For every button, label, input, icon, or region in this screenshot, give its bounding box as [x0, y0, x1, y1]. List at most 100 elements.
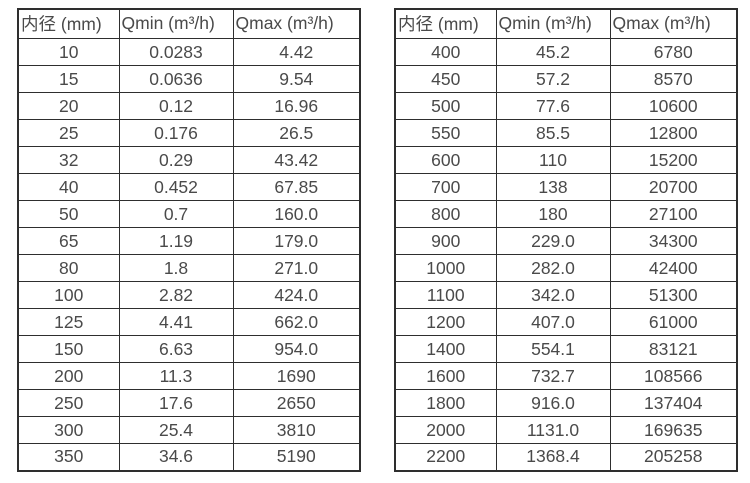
table-row: 300 25.4 3810 — [17, 416, 361, 444]
cell-diameter: 450 — [394, 65, 497, 93]
cell-qmin: 57.2 — [495, 65, 611, 93]
cell-diameter: 32 — [17, 146, 120, 174]
cell-qmin: 110 — [495, 146, 611, 174]
flow-table-large-diameters: 内径 (mm) Qmin (m³/h) Qmax (m³/h) 400 45.2 678… — [394, 8, 738, 472]
table-row: 400 45.2 6780 — [394, 38, 738, 66]
cell-qmin: 17.6 — [118, 389, 234, 417]
flow-table-small-diameters: 内径 (mm) Qmin (m³/h) Qmax (m³/h) 10 0.0283 4.… — [17, 8, 361, 472]
cell-qmax: 15200 — [609, 146, 738, 174]
table-row: 1400 554.1 83121 — [394, 335, 738, 363]
table-row: 350 34.6 5190 — [17, 443, 361, 471]
table-row: 15 0.0636 9.54 — [17, 65, 361, 93]
cell-qmin: 1.8 — [118, 254, 234, 282]
header-diameter: 内径 (mm) — [17, 8, 120, 39]
table-row: 32 0.29 43.42 — [17, 146, 361, 174]
table-row: 450 57.2 8570 — [394, 65, 738, 93]
table-row: 550 85.5 12800 — [394, 119, 738, 147]
cell-qmax: 16.96 — [232, 92, 361, 120]
table-row: 250 17.6 2650 — [17, 389, 361, 417]
table-row: 125 4.41 662.0 — [17, 308, 361, 336]
cell-qmin: 0.452 — [118, 173, 234, 201]
cell-qmin: 1.19 — [118, 227, 234, 255]
cell-qmin: 342.0 — [495, 281, 611, 309]
table-row: 2000 1131.0 169635 — [394, 416, 738, 444]
cell-qmax: 4.42 — [232, 38, 361, 66]
cell-qmax: 20700 — [609, 173, 738, 201]
table-row: 1100 342.0 51300 — [394, 281, 738, 309]
cell-diameter: 1600 — [394, 362, 497, 390]
cell-qmax: 424.0 — [232, 281, 361, 309]
table-row: 20 0.12 16.96 — [17, 92, 361, 120]
table-row: 150 6.63 954.0 — [17, 335, 361, 363]
cell-diameter: 1000 — [394, 254, 497, 282]
header-diameter: 内径 (mm) — [394, 8, 497, 39]
cell-diameter: 125 — [17, 308, 120, 336]
cell-diameter: 1800 — [394, 389, 497, 417]
cell-diameter: 350 — [17, 443, 120, 471]
table-row: 1200 407.0 61000 — [394, 308, 738, 336]
table-header-row: 内径 (mm) Qmin (m³/h) Qmax (m³/h) — [17, 8, 361, 39]
cell-qmax: 5190 — [232, 443, 361, 471]
cell-qmin: 0.29 — [118, 146, 234, 174]
cell-qmax: 27100 — [609, 200, 738, 228]
cell-diameter: 15 — [17, 65, 120, 93]
cell-qmin: 25.4 — [118, 416, 234, 444]
cell-qmax: 61000 — [609, 308, 738, 336]
table-body: 400 45.2 6780 450 57.2 8570 500 77.6 10600 550 85.… — [394, 38, 738, 471]
header-qmax: Qmax (m³/h) — [232, 8, 361, 39]
cell-qmax: 12800 — [609, 119, 738, 147]
cell-diameter: 2200 — [394, 443, 497, 471]
cell-qmax: 9.54 — [232, 65, 361, 93]
table-body: 10 0.0283 4.42 15 0.0636 9.54 20 0.12 16.96 25 0.1… — [17, 38, 361, 471]
cell-qmax: 108566 — [609, 362, 738, 390]
cell-diameter: 25 — [17, 119, 120, 147]
header-row: 内径 (mm) Qmin (m³/h) Qmax (m³/h) — [394, 8, 738, 39]
cell-diameter: 1100 — [394, 281, 497, 309]
cell-diameter: 250 — [17, 389, 120, 417]
table-row: 40 0.452 67.85 — [17, 173, 361, 201]
cell-diameter: 1400 — [394, 335, 497, 363]
cell-qmin: 229.0 — [495, 227, 611, 255]
cell-qmax: 954.0 — [232, 335, 361, 363]
cell-diameter: 80 — [17, 254, 120, 282]
cell-qmin: 1131.0 — [495, 416, 611, 444]
cell-qmin: 85.5 — [495, 119, 611, 147]
cell-qmin: 0.0283 — [118, 38, 234, 66]
table-row: 25 0.176 26.5 — [17, 119, 361, 147]
cell-qmax: 2650 — [232, 389, 361, 417]
cell-qmin: 0.0636 — [118, 65, 234, 93]
cell-qmax: 43.42 — [232, 146, 361, 174]
table-header-row: 内径 (mm) Qmin (m³/h) Qmax (m³/h) — [394, 8, 738, 39]
table-row: 1600 732.7 108566 — [394, 362, 738, 390]
cell-diameter: 150 — [17, 335, 120, 363]
cell-qmin: 1368.4 — [495, 443, 611, 471]
cell-diameter: 600 — [394, 146, 497, 174]
cell-qmax: 169635 — [609, 416, 738, 444]
cell-qmax: 10600 — [609, 92, 738, 120]
cell-qmin: 77.6 — [495, 92, 611, 120]
table-row: 800 180 27100 — [394, 200, 738, 228]
cell-diameter: 500 — [394, 92, 497, 120]
cell-qmin: 6.63 — [118, 335, 234, 363]
table-row: 2200 1368.4 205258 — [394, 443, 738, 471]
cell-qmin: 4.41 — [118, 308, 234, 336]
table-row: 100 2.82 424.0 — [17, 281, 361, 309]
cell-diameter: 10 — [17, 38, 120, 66]
cell-qmin: 11.3 — [118, 362, 234, 390]
cell-diameter: 700 — [394, 173, 497, 201]
cell-qmax: 205258 — [609, 443, 738, 471]
cell-diameter: 50 — [17, 200, 120, 228]
header-qmin: Qmin (m³/h) — [118, 8, 234, 39]
cell-qmax: 1690 — [232, 362, 361, 390]
cell-qmin: 138 — [495, 173, 611, 201]
cell-qmax: 662.0 — [232, 308, 361, 336]
cell-qmax: 67.85 — [232, 173, 361, 201]
cell-qmin: 2.82 — [118, 281, 234, 309]
cell-diameter: 200 — [17, 362, 120, 390]
table-row: 10 0.0283 4.42 — [17, 38, 361, 66]
cell-diameter: 550 — [394, 119, 497, 147]
cell-qmin: 0.7 — [118, 200, 234, 228]
cell-qmax: 26.5 — [232, 119, 361, 147]
cell-qmax: 137404 — [609, 389, 738, 417]
cell-qmax: 8570 — [609, 65, 738, 93]
